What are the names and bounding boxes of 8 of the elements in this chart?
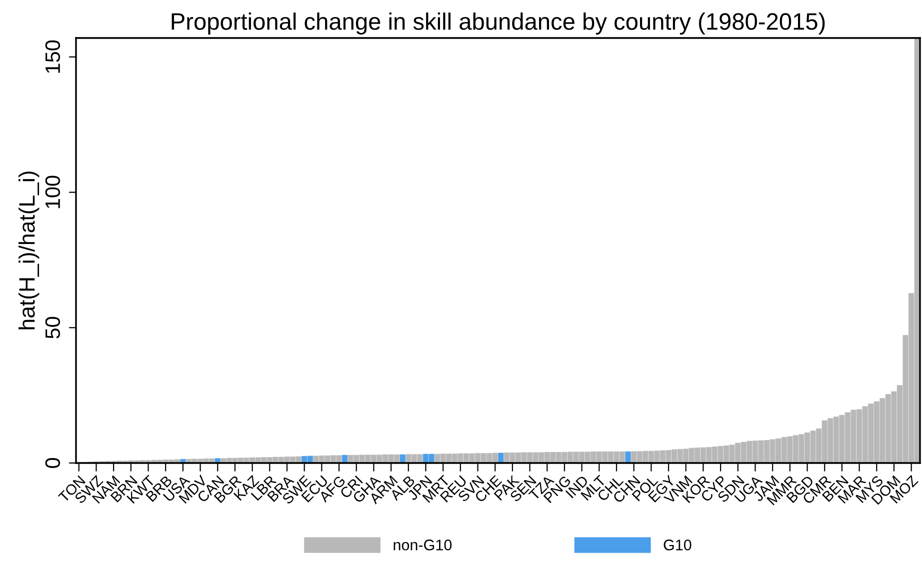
chart-title: Proportional change in skill abundance by country (1980-2015) [172, 12, 825, 35]
y-tick-label: 0 [45, 458, 60, 468]
y-axis-title: hat(H_i)/hat(L_i) [18, 172, 40, 330]
y-tick-label: 150 [45, 40, 60, 73]
legend-label: non-G10 [394, 540, 452, 550]
y-tick-label: 50 [45, 316, 60, 338]
y-tick-label: 100 [45, 176, 60, 208]
legend-label: G10 [664, 540, 692, 550]
